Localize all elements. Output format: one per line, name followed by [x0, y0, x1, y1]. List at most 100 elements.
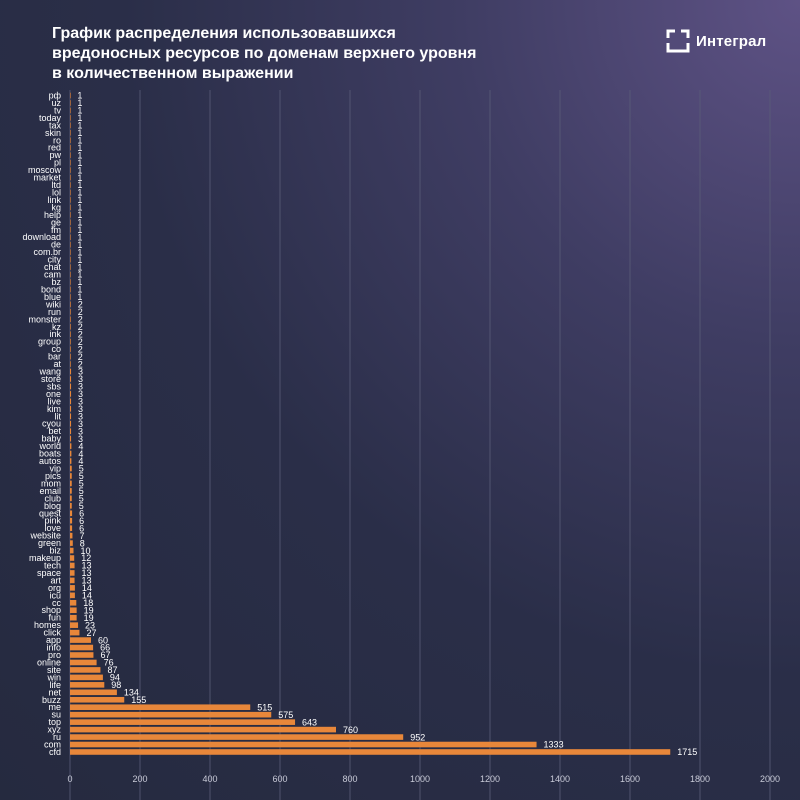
- bar: [70, 256, 71, 263]
- bar: [70, 644, 94, 651]
- category-label: ru: [53, 732, 61, 742]
- x-tick-label: 1200: [480, 774, 500, 784]
- value-label: 3: [78, 389, 83, 399]
- value-label: 94: [110, 673, 120, 683]
- category-label: blog: [44, 501, 61, 511]
- bar: [70, 682, 105, 688]
- category-label: club: [44, 493, 61, 503]
- logo-icon: [666, 29, 690, 53]
- bar: [70, 182, 71, 188]
- category-label: click: [44, 628, 62, 638]
- bar: [70, 309, 71, 315]
- bar: [70, 540, 73, 546]
- bar: [70, 525, 73, 531]
- value-label: 18: [83, 598, 93, 608]
- bar: [70, 159, 71, 166]
- value-label: 6: [79, 508, 84, 518]
- category-label: com.br: [33, 247, 61, 257]
- bar: [70, 488, 72, 494]
- value-label: 1: [77, 173, 82, 183]
- category-label: bar: [48, 352, 61, 362]
- category-label: blue: [44, 292, 61, 302]
- value-label: 2: [78, 307, 83, 317]
- category-label: quest: [39, 508, 62, 518]
- value-label: 7: [79, 531, 84, 541]
- category-label: pro: [48, 650, 61, 660]
- title-line-2: вредоносных ресурсов по доменам верхнего…: [52, 45, 477, 62]
- value-label: 1: [77, 270, 82, 280]
- category-label: today: [39, 113, 62, 123]
- value-label: 3: [78, 404, 83, 414]
- bar: [70, 510, 73, 517]
- value-label: 134: [124, 688, 139, 698]
- value-label: 1: [77, 225, 82, 235]
- category-label: me: [48, 702, 61, 712]
- category-label: live: [47, 396, 61, 406]
- value-label: 1: [77, 240, 82, 250]
- bar: [70, 741, 537, 748]
- bar: [70, 294, 71, 300]
- bar: [70, 212, 71, 218]
- value-label: 1: [77, 218, 82, 228]
- bar: [70, 338, 71, 345]
- category-label: app: [46, 635, 61, 645]
- bar: [70, 465, 72, 472]
- value-label: 4: [78, 449, 83, 459]
- category-label: biz: [49, 546, 61, 556]
- category-label: one: [46, 389, 61, 399]
- bar: [70, 361, 71, 367]
- category-label: kg: [51, 202, 61, 212]
- value-label: 3: [78, 419, 83, 429]
- bar: [70, 107, 71, 114]
- value-label: 952: [410, 732, 425, 742]
- bar: [70, 585, 75, 591]
- value-label: 2: [78, 322, 83, 332]
- category-label: boats: [39, 449, 62, 459]
- category-label: green: [38, 538, 61, 548]
- bar: [70, 532, 73, 539]
- value-label: 1: [77, 203, 82, 213]
- value-label: 98: [111, 680, 121, 690]
- category-label: top: [48, 717, 61, 727]
- bar: [70, 614, 77, 621]
- value-label: 155: [131, 695, 146, 705]
- x-tick-label: 1000: [410, 774, 430, 784]
- category-label: org: [48, 583, 61, 593]
- category-label: tech: [44, 560, 61, 570]
- category-label: at: [53, 359, 61, 369]
- value-label: 6: [79, 516, 84, 526]
- category-label: makeup: [29, 553, 61, 563]
- value-label: 1: [77, 180, 82, 190]
- category-label: buzz: [42, 695, 62, 705]
- value-label: 14: [82, 591, 92, 601]
- x-tick-label: 0: [67, 774, 72, 784]
- bar: [70, 174, 71, 181]
- bar: [70, 234, 71, 241]
- category-label: red: [48, 143, 61, 153]
- category-label: vip: [49, 464, 61, 474]
- category-label: monster: [28, 314, 61, 324]
- value-label: 2: [78, 329, 83, 339]
- bar: [70, 346, 71, 352]
- category-label: download: [22, 232, 61, 242]
- bar: [70, 719, 296, 725]
- value-label: 1333: [544, 740, 564, 750]
- category-label: space: [37, 568, 61, 578]
- bar: [70, 495, 72, 502]
- value-label: 3: [78, 426, 83, 436]
- category-label: pink: [44, 516, 61, 526]
- value-label: 1: [77, 121, 82, 131]
- title-line-1: График распределения использовавшихся: [52, 25, 396, 42]
- bar: [70, 271, 71, 278]
- category-label: love: [44, 523, 61, 533]
- bar: [70, 689, 117, 696]
- category-label: wiki: [45, 299, 61, 309]
- bar: [70, 376, 72, 382]
- value-label: 87: [107, 665, 117, 675]
- value-label: 5: [79, 479, 84, 489]
- value-label: 1: [77, 135, 82, 145]
- category-label: fm: [51, 225, 61, 235]
- value-label: 1: [77, 165, 82, 175]
- category-label: win: [46, 672, 61, 682]
